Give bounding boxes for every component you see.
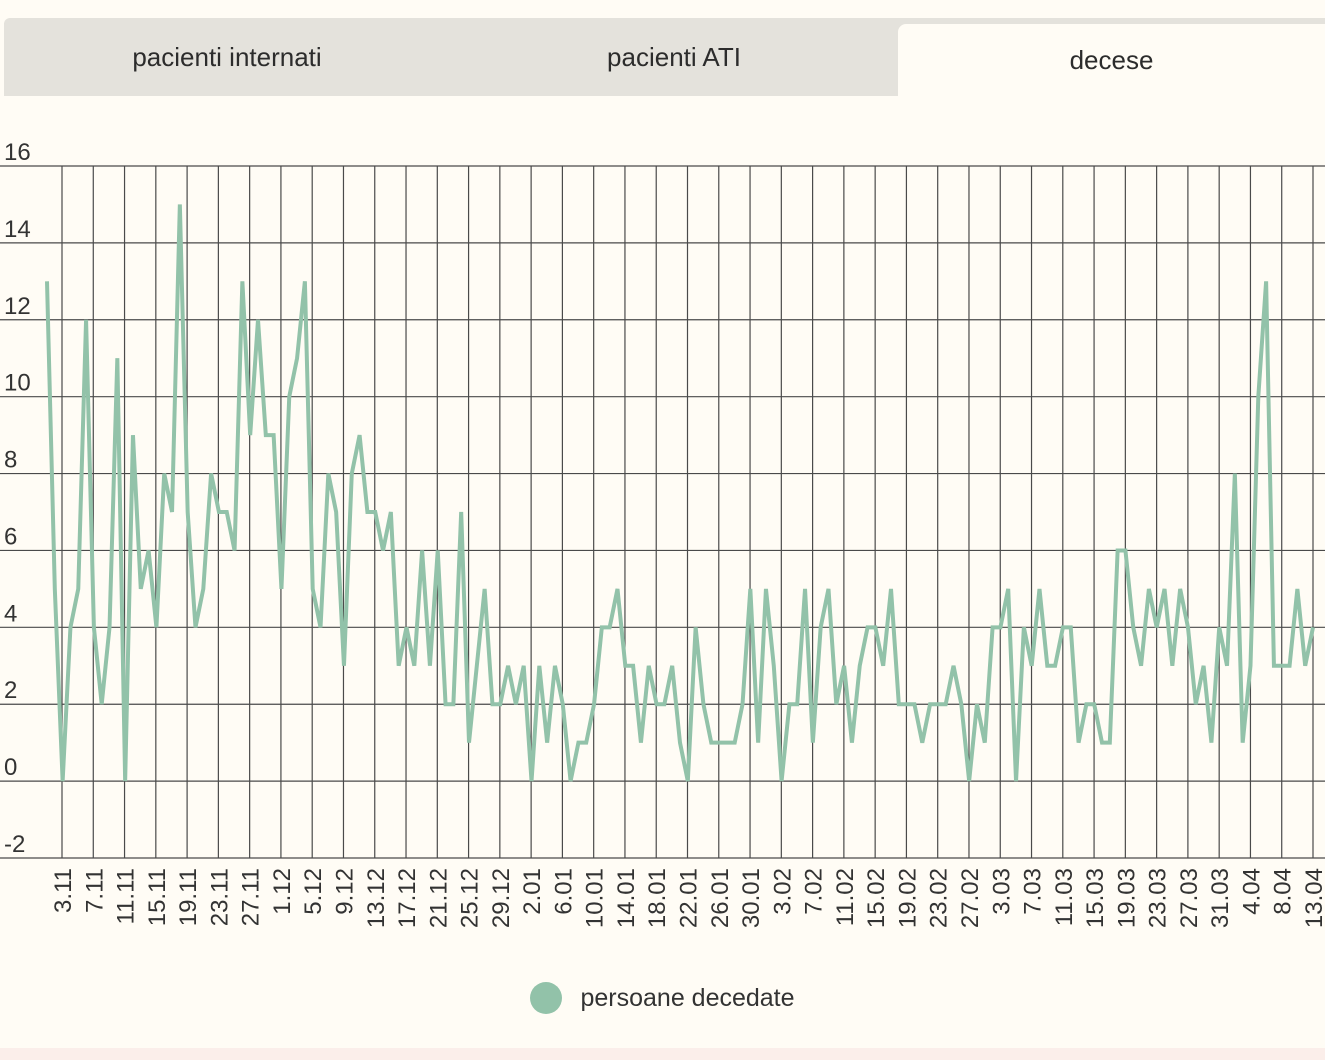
x-tick-label: 23.11 [206,868,233,926]
x-tick-label: 13.04 [1301,868,1325,928]
x-tick-label: 22.01 [676,868,703,928]
x-tick-label: 21.12 [425,868,452,928]
x-tick-label: 29.12 [488,868,515,928]
tab-pacienti-ati[interactable]: pacienti ATI [607,41,741,72]
x-tick-label: 2.01 [519,868,546,915]
x-tick-label: 30.01 [738,868,765,928]
x-tick-label: 11.11 [113,868,140,925]
y-tick-label: 12 [4,293,31,320]
x-tick-label: 8.04 [1270,868,1297,915]
x-tick-label: 15.03 [1082,868,1109,928]
x-tick-label: 19.11 [175,868,202,926]
x-tick-label: 13.12 [363,868,390,928]
tab-decese[interactable]: decese [898,24,1325,96]
x-tick-label: 3.11 [50,868,77,913]
bottom-strip [0,1048,1325,1060]
x-tick-label: 19.02 [894,868,921,928]
x-tick-label: 15.02 [863,868,890,928]
x-tick-label: 26.01 [707,868,734,928]
x-tick-label: 14.01 [613,868,640,928]
x-tick-label: 27.03 [1176,868,1203,928]
y-tick-label: 10 [4,370,31,397]
legend-marker [530,982,563,1014]
series-line-persoane-decedate [45,204,1315,782]
x-tick-label: 23.03 [1145,868,1172,928]
legend-label: persoane decedate [580,983,795,1012]
y-tick-label: 2 [4,677,17,704]
x-tick-label: 3.03 [988,868,1015,915]
x-tick-label: 31.03 [1207,868,1234,928]
x-tick-label: 19.03 [1113,868,1140,928]
x-tick-label: 1.12 [269,868,296,915]
y-tick-label: 14 [4,216,31,243]
x-tick-label: 6.01 [550,868,577,915]
tab-bar: pacienti internati pacienti ATI decese [4,18,1325,96]
x-tick-label: 17.12 [394,868,421,928]
x-tick-label: 9.12 [331,868,358,915]
x-tick-label: 23.02 [926,868,953,928]
y-tick-label: 6 [4,523,17,550]
x-tick-label: 10.01 [582,868,609,928]
y-tick-label: 0 [4,754,17,781]
y-tick-label: -2 [4,831,25,858]
x-tick-label: 4.04 [1238,868,1265,915]
x-tick-label: 15.11 [144,868,171,926]
x-tick-label: 18.01 [644,868,671,928]
tab-pacienti-internati[interactable]: pacienti internati [132,41,322,72]
x-tick-label: 3.02 [769,868,796,915]
x-tick-label: 11.02 [832,868,859,926]
x-tick-label: 5.12 [300,868,327,915]
y-tick-label: 8 [4,447,17,474]
y-tick-label: 16 [4,139,31,166]
chart-legend: persoane decedate [0,982,1325,1014]
x-tick-label: 7.03 [1020,868,1047,915]
x-tick-label: 11.03 [1051,868,1078,926]
x-tick-label: 7.11 [81,868,108,913]
x-tick-label: 25.12 [457,868,484,928]
y-tick-label: 4 [4,600,17,627]
x-tick-label: 27.11 [238,868,265,926]
x-tick-label: 27.02 [957,868,984,928]
x-tick-label: 7.02 [801,868,828,915]
